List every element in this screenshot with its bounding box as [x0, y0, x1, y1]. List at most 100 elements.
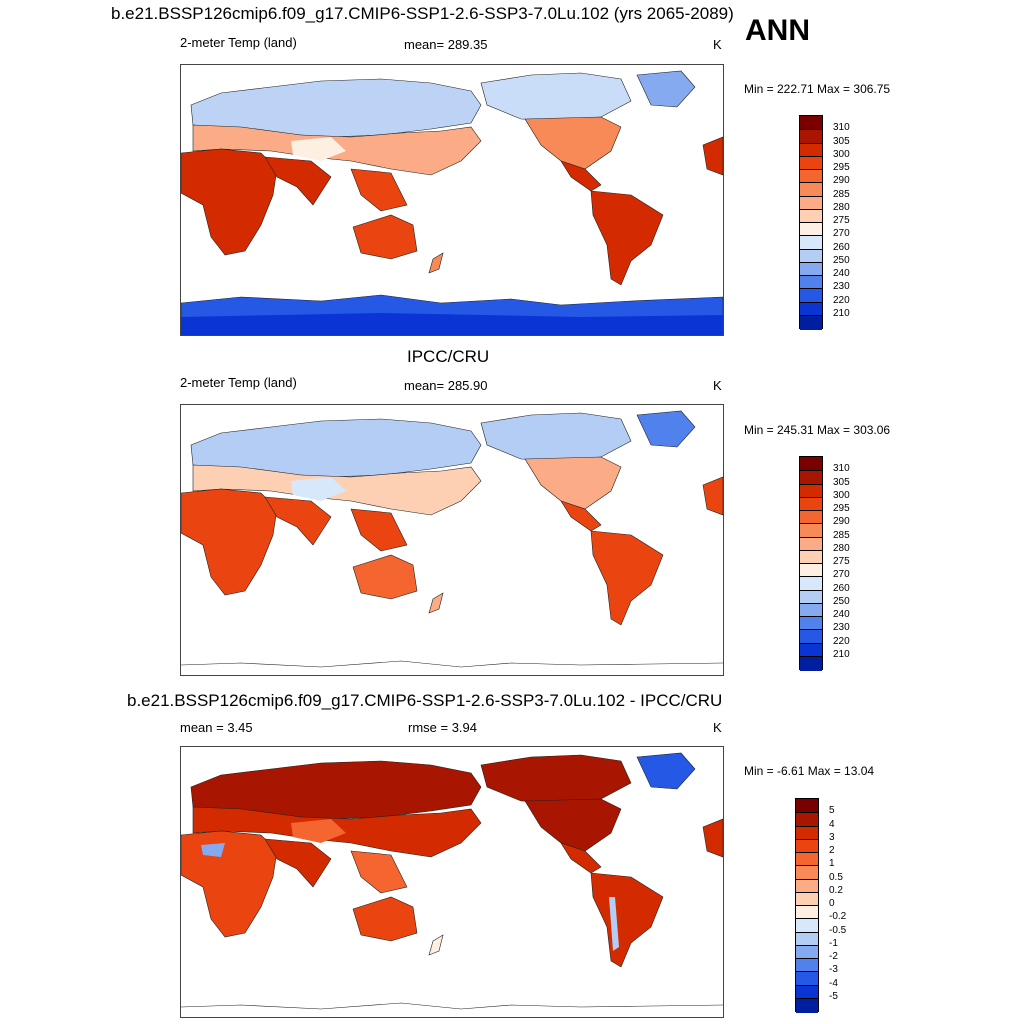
- colorbar-tick-label: 240: [833, 268, 850, 279]
- panel1-colorbar: [799, 115, 823, 330]
- panel3-units-label: K: [713, 720, 722, 735]
- colorbar-swatch: [796, 984, 818, 1000]
- north-america-north-region: [480, 72, 632, 122]
- colorbar-tick-label: 250: [833, 595, 850, 607]
- colorbar-swatch: [796, 918, 818, 934]
- panel3-map: [180, 746, 724, 1018]
- colorbar-tick-label: 275: [833, 215, 850, 226]
- central-america-region: [560, 500, 602, 532]
- antarctica-outline: [181, 660, 723, 668]
- colorbar-tick-label: -0.2: [829, 911, 847, 923]
- colorbar-tick-label: 240: [833, 609, 850, 620]
- greenland-region: [636, 752, 696, 790]
- colorbar-swatch: [796, 812, 818, 828]
- panel3-colorbar: [795, 798, 819, 1013]
- arabia-india-region: [264, 838, 332, 888]
- colorbar-tick-label: 270: [833, 569, 850, 581]
- north-america-south-region: [524, 116, 622, 170]
- colorbar-swatch: [800, 510, 822, 525]
- colorbar-tick-label: 300: [833, 489, 850, 501]
- colorbar-swatch: [800, 169, 822, 184]
- colorbar-swatch: [796, 852, 818, 867]
- colorbar-tick-label: 260: [833, 582, 850, 594]
- north-america-south-region: [524, 798, 622, 852]
- colorbar-tick-label: 3: [829, 831, 835, 843]
- colorbar-tick-label: 305: [833, 476, 850, 488]
- colorbar-swatch: [800, 248, 822, 264]
- colorbar-tick-label: 310: [833, 122, 850, 134]
- panel2-mean-label: mean= 285.90: [404, 378, 488, 393]
- australia-region: [352, 554, 418, 600]
- colorbar-tick-label: 220: [833, 635, 850, 647]
- colorbar-tick-label: 0.5: [829, 871, 843, 883]
- colorbar-swatch: [800, 261, 822, 277]
- panel1-title: b.e21.BSSP126cmip6.f09_g17.CMIP6-SSP1-2.…: [111, 4, 734, 23]
- colorbar-swatch: [800, 536, 822, 552]
- colorbar-tick-label: 275: [833, 556, 850, 567]
- colorbar-swatch: [800, 602, 822, 618]
- season-label: ANN: [745, 14, 810, 47]
- colorbar-swatch: [800, 589, 822, 605]
- colorbar-tick-label: 1: [829, 858, 835, 870]
- panel3-title: b.e21.BSSP126cmip6.f09_g17.CMIP6-SSP1-2.…: [127, 691, 723, 710]
- west-africa-edge-region: [702, 476, 723, 516]
- colorbar-swatch: [800, 314, 822, 330]
- tibet-region: [291, 137, 346, 161]
- panel1-minmax: Min = 222.71 Max = 306.75: [744, 82, 891, 96]
- tibet-region: [291, 477, 346, 501]
- colorbar-swatch: [800, 182, 822, 198]
- colorbar-tick-label: 280: [833, 201, 850, 213]
- colorbar-swatch: [796, 931, 818, 947]
- colorbar-swatch: [800, 629, 822, 645]
- tibet-region: [291, 819, 346, 843]
- panel1-map: [180, 64, 724, 336]
- panel2-map: [180, 404, 724, 676]
- colorbar-tick-label: 5: [829, 805, 835, 817]
- colorbar-swatch: [796, 997, 818, 1013]
- south-america-region: [590, 190, 664, 286]
- colorbar-tick-label: -4: [829, 977, 838, 989]
- north-america-north-region: [480, 754, 632, 804]
- greenland-region: [636, 70, 696, 108]
- nz-region: [428, 252, 444, 274]
- colorbar-tick-label: 295: [833, 503, 850, 514]
- africa-region: [181, 830, 278, 938]
- south-america-region: [590, 530, 664, 626]
- panel2-colorbar: [799, 456, 823, 671]
- west-africa-edge-region: [702, 136, 723, 176]
- se-asia-region: [350, 508, 408, 552]
- colorbar-swatch: [800, 655, 822, 671]
- colorbar-swatch: [796, 944, 818, 960]
- colorbar-swatch: [800, 288, 822, 304]
- antarctica-outline: [181, 1002, 723, 1010]
- colorbar-tick-label: 285: [833, 529, 850, 541]
- colorbar-tick-label: 290: [833, 175, 850, 187]
- panel3-mean-label: mean = 3.45: [180, 720, 253, 735]
- colorbar-swatch: [800, 142, 822, 158]
- panel2-units-label: K: [713, 378, 722, 393]
- colorbar-swatch: [796, 891, 818, 907]
- colorbar-swatch: [800, 301, 822, 317]
- colorbar-tick-label: 0.2: [829, 884, 843, 896]
- colorbar-tick-label: 210: [833, 648, 850, 660]
- colorbar-tick-label: 280: [833, 542, 850, 554]
- colorbar-swatch: [800, 208, 822, 224]
- colorbar-swatch: [800, 549, 822, 565]
- nz-region: [428, 592, 444, 614]
- panel2-title: IPCC/CRU: [407, 347, 490, 366]
- south-america-region: [590, 872, 664, 968]
- nz-region: [428, 934, 444, 956]
- colorbar-swatch: [800, 195, 822, 211]
- colorbar-tick-label: 310: [833, 463, 850, 475]
- australia-region: [352, 896, 418, 942]
- colorbar-tick-label: -2: [829, 951, 838, 962]
- panel2-variable-label: 2-meter Temp (land): [180, 375, 297, 390]
- colorbar-tick-label: 2: [829, 845, 835, 856]
- panel1-mean-label: mean= 289.35: [404, 37, 488, 52]
- colorbar-swatch: [800, 129, 822, 145]
- colorbar-swatch: [800, 563, 822, 578]
- andes-cool-strip: [609, 897, 619, 951]
- colorbar-swatch: [800, 616, 822, 631]
- colorbar-tick-label: 285: [833, 188, 850, 200]
- colorbar-swatch: [800, 642, 822, 658]
